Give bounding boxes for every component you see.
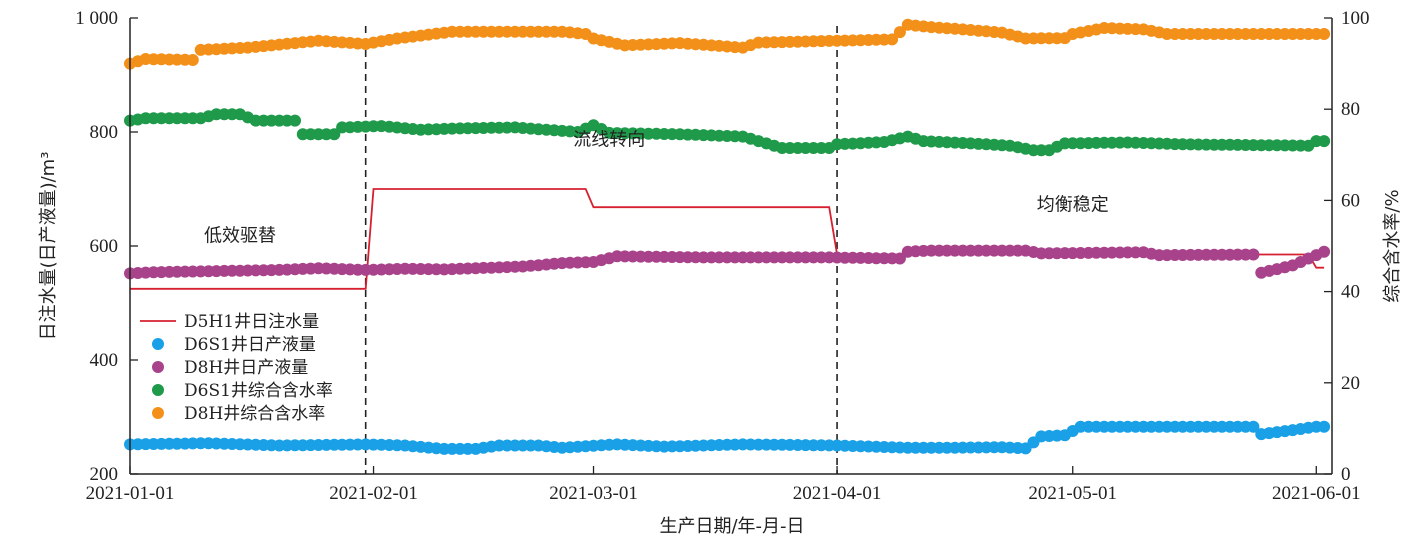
data-point: [1247, 420, 1260, 433]
data-point: [886, 33, 899, 46]
y-axis-right-title: 综合含水率/%: [1382, 189, 1403, 302]
data-point: [893, 26, 906, 39]
x-tick-label: 2021-05-01: [1028, 483, 1117, 504]
x-tick-label: 2021-04-01: [793, 483, 882, 504]
y-axis-left-title: 日注水量(日产液量)/m³: [38, 152, 59, 341]
legend-label: D5H1井日注水量: [184, 312, 319, 332]
y-left-tick-label: 600: [90, 236, 119, 257]
y-left-tick-label: 200: [90, 464, 119, 485]
y-right-tick-label: 20: [1341, 373, 1360, 394]
data-point: [1318, 245, 1331, 258]
y-right-tick-label: 100: [1341, 8, 1370, 29]
x-axis-title: 生产日期/年-月-日: [659, 516, 804, 537]
phase-annotation: 流线转向: [573, 130, 645, 151]
series-layer: [124, 18, 1331, 455]
phase-divider-layer: [364, 26, 838, 474]
y-left-tick-label: 1 000: [75, 8, 118, 29]
data-point: [1318, 420, 1331, 433]
x-tick-label: 2021-02-01: [329, 483, 418, 504]
legend-label: D6S1井日产液量: [184, 335, 316, 355]
y-right-tick-label: 60: [1341, 190, 1360, 211]
y-right-tick-label: 80: [1341, 99, 1360, 120]
legend-swatch-dot: [152, 338, 164, 350]
axes-layer: 200 400 600 800 1 000 0 20 40 60 80 100 2021-01-01 2…: [75, 8, 1369, 504]
series-group-5: [124, 18, 1331, 70]
phase-annotation: 均衡稳定: [1037, 195, 1109, 216]
legend-label: D8H井日产液量: [184, 358, 308, 378]
labels-layer: 生产日期/年-月-日 日注水量(日产液量)/m³ 综合含水率/%: [38, 152, 1403, 537]
phase-annotation: 低效驱替: [204, 225, 276, 246]
y-left-tick-label: 800: [90, 122, 119, 143]
series-group-3: [124, 244, 1331, 280]
series-group-2: [124, 420, 1331, 455]
data-point: [1247, 248, 1260, 261]
data-point: [893, 252, 906, 265]
x-tick-label: 2021-03-01: [549, 483, 638, 504]
data-point: [289, 114, 301, 127]
data-point: [186, 54, 199, 66]
x-tick-label: 2021-06-01: [1272, 483, 1361, 504]
data-point: [1318, 28, 1331, 40]
x-tick-label: 2021-01-01: [86, 483, 175, 504]
legend-label: D6S1井综合含水率: [184, 381, 333, 401]
data-point: [328, 128, 341, 141]
series-group-4: [124, 108, 1331, 157]
y-right-tick-label: 0: [1341, 464, 1351, 485]
legend-swatch-dot: [152, 384, 164, 396]
y-right-tick-label: 40: [1341, 282, 1360, 303]
legend-label: D8H井综合含水率: [184, 404, 325, 424]
data-point: [1318, 135, 1331, 148]
legend-swatch-dot: [152, 361, 164, 373]
legend: D5H1井日注水量 D6S1井日产液量 D8H井日产液量 D6S1井综合含水率 D8H井…: [140, 312, 333, 424]
y-left-tick-label: 400: [90, 350, 119, 371]
legend-swatch-dot: [152, 407, 164, 419]
